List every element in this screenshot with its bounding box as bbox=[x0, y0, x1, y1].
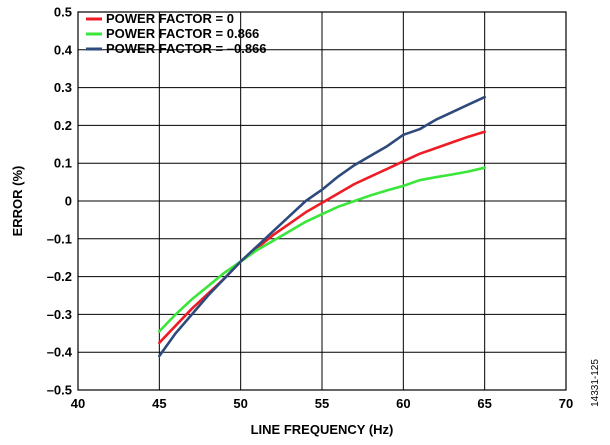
grid bbox=[77, 11, 567, 391]
y-tick-label: –0.1 bbox=[47, 231, 72, 246]
x-tick-label: 50 bbox=[233, 396, 247, 411]
plot-frame bbox=[77, 11, 567, 391]
y-axis-title: ERROR (%) bbox=[10, 166, 25, 237]
y-tick-labels: –0.5 –0.4 –0.3 –0.2 –0.1 0 0.1 0.2 0.3 0.4 0.5 bbox=[47, 5, 73, 398]
y-tick-label: 0.5 bbox=[54, 5, 72, 20]
y-tick-label: 0.1 bbox=[54, 156, 72, 171]
legend-label: POWER FACTOR = 0.866 bbox=[106, 26, 259, 41]
x-tick-label: 55 bbox=[315, 396, 329, 411]
x-tick-label: 60 bbox=[396, 396, 410, 411]
series-line-2 bbox=[158, 166, 487, 333]
x-tick-label: 65 bbox=[477, 396, 491, 411]
y-tick-label: 0 bbox=[65, 194, 72, 209]
y-tick-label: 0.2 bbox=[54, 118, 72, 133]
figure-id: 14331-125 bbox=[590, 359, 601, 407]
series-line-3 bbox=[158, 95, 487, 358]
series-lines bbox=[158, 95, 487, 358]
legend-label: POWER FACTOR = –0.866 bbox=[106, 41, 267, 56]
y-tick-label: –0.3 bbox=[47, 307, 72, 322]
x-tick-label: 40 bbox=[71, 396, 85, 411]
x-axis-title: LINE FREQUENCY (Hz) bbox=[251, 422, 394, 437]
y-tick-label: –0.4 bbox=[47, 345, 73, 360]
y-tick-label: 0.4 bbox=[54, 42, 73, 57]
x-tick-label: 70 bbox=[559, 396, 573, 411]
legend-label: POWER FACTOR = 0 bbox=[106, 11, 234, 26]
y-tick-label: –0.5 bbox=[47, 383, 72, 398]
x-tick-label: 45 bbox=[152, 396, 166, 411]
x-tick-labels: 40 45 50 55 60 65 70 bbox=[71, 396, 573, 411]
y-tick-label: –0.2 bbox=[47, 269, 72, 284]
y-tick-label: 0.3 bbox=[54, 80, 72, 95]
